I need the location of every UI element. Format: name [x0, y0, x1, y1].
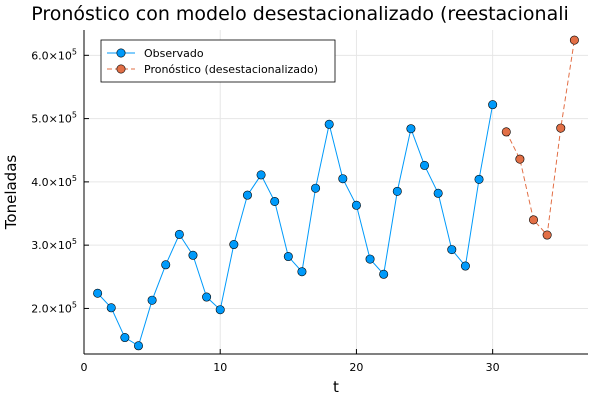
data-point-series-1 — [569, 35, 579, 45]
data-point-series-0 — [147, 295, 157, 305]
data-point-series-0 — [215, 305, 225, 315]
y-ticks: 2.0×105 3.0×105 4.0×105 5.0×105 6.0×105 — [31, 47, 89, 315]
data-point-series-0 — [351, 200, 361, 210]
data-point-series-0 — [161, 260, 171, 270]
data-point-series-0 — [106, 303, 116, 313]
y-tick-exponent: 5 — [72, 300, 77, 309]
data-point-series-1 — [515, 154, 525, 164]
y-tick-label: 4.0×105 — [31, 174, 77, 189]
data-point-series-0 — [392, 186, 402, 196]
x-ticks: 0 10 20 30 — [81, 349, 500, 374]
y-tick-exponent: 5 — [72, 174, 77, 183]
data-point-series-0 — [447, 245, 457, 255]
series-line-1 — [505, 40, 575, 237]
data-point-series-0 — [474, 174, 484, 184]
y-tick-exponent: 5 — [72, 111, 77, 120]
legend-marker-pronostico — [116, 64, 126, 74]
data-point-series-0 — [311, 183, 321, 193]
y-tick-label: 3.0×105 — [31, 237, 77, 252]
data-point-series-0 — [270, 196, 280, 206]
data-point-series-0 — [174, 229, 184, 239]
data-point-series-0 — [120, 333, 130, 343]
x-axis-label: t — [333, 378, 339, 396]
y-tick-label: 5.0×105 — [31, 111, 77, 126]
data-point-series-0 — [202, 292, 212, 302]
data-point-series-0 — [379, 269, 389, 279]
y-axis-label: Toneladas — [2, 155, 20, 231]
data-point-series-1 — [529, 215, 539, 225]
data-point-series-0 — [283, 252, 293, 262]
x-tick-label: 10 — [213, 361, 227, 374]
data-point-series-0 — [297, 267, 307, 277]
chart-title: Pronóstico con modelo desestacionalizado… — [31, 3, 569, 25]
data-point-series-0 — [406, 124, 416, 134]
data-point-series-0 — [133, 341, 143, 351]
data-point-series-0 — [242, 190, 252, 200]
legend: Observado Pronóstico (desestacionalizado… — [100, 39, 336, 83]
legend-marker-observado — [116, 48, 126, 58]
x-tick-label: 0 — [81, 361, 88, 374]
data-point-series-0 — [188, 250, 198, 260]
data-point-series-0 — [488, 100, 498, 110]
series-group — [93, 35, 579, 351]
x-tick-label: 30 — [486, 361, 500, 374]
data-point-series-0 — [365, 254, 375, 264]
y-tick-label: 2.0×105 — [31, 300, 77, 315]
legend-label-observado: Observado — [144, 47, 204, 60]
legend-label-pronostico: Pronóstico (desestacionalizado) — [144, 63, 318, 76]
data-point-series-1 — [556, 123, 566, 133]
y-tick-exponent: 5 — [72, 47, 77, 56]
data-point-series-0 — [433, 188, 443, 198]
grid — [83, 30, 588, 354]
data-point-series-1 — [501, 127, 511, 137]
data-point-series-0 — [338, 174, 348, 184]
axes — [83, 30, 588, 355]
data-point-series-0 — [324, 119, 334, 129]
data-point-series-0 — [256, 170, 266, 180]
data-point-series-1 — [542, 230, 552, 240]
data-point-series-0 — [93, 288, 103, 298]
data-point-series-0 — [460, 261, 470, 271]
series-line-0 — [97, 104, 494, 347]
x-tick-label: 20 — [349, 361, 363, 374]
y-tick-exponent: 5 — [72, 237, 77, 246]
legend-box — [100, 39, 336, 83]
data-point-series-0 — [229, 240, 239, 250]
data-point-series-0 — [420, 160, 430, 170]
y-tick-label: 6.0×105 — [31, 47, 77, 62]
